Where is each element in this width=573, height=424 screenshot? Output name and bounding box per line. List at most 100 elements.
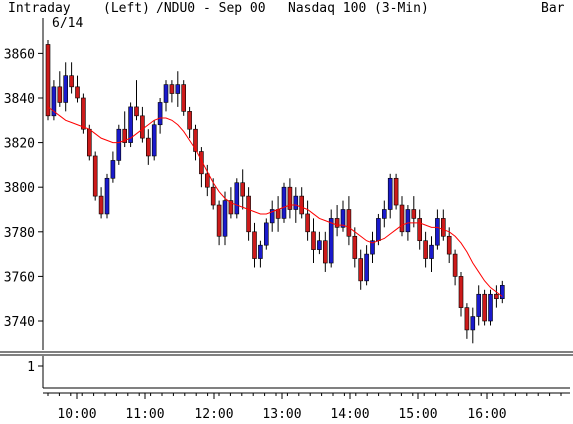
candle-down: [423, 240, 428, 259]
candle-down: [169, 84, 175, 94]
time-tick-label: 14:00: [330, 407, 369, 422]
candle-down: [45, 44, 51, 117]
candle-down: [322, 240, 328, 264]
candle-down: [57, 86, 63, 103]
candle-down: [187, 111, 192, 130]
candle-down: [69, 75, 74, 88]
header-mode: Intraday: [8, 1, 71, 16]
candle-up: [151, 124, 157, 157]
candle-up: [429, 244, 434, 259]
candle-down: [417, 218, 423, 242]
price-tick-label: 3860: [4, 47, 35, 62]
candle-down: [464, 307, 470, 331]
candle-down: [334, 218, 340, 228]
candle-up: [405, 209, 411, 233]
candle-up: [364, 253, 369, 282]
candle-down: [140, 115, 145, 139]
price-tick-label: 3840: [4, 92, 35, 107]
candle-up: [317, 240, 322, 250]
candle-down: [193, 128, 198, 152]
header-date: 6/14: [52, 16, 84, 31]
candle-down: [81, 97, 86, 130]
candle-down: [216, 204, 222, 237]
time-tick-label: 10:00: [57, 407, 96, 422]
price-tick-label: 3760: [4, 270, 35, 285]
candle-down: [393, 177, 399, 206]
candles-layer: [45, 40, 505, 344]
candle-down: [299, 195, 305, 215]
candle-up: [110, 160, 116, 179]
candle-up: [222, 200, 228, 237]
header-name: Nasdaq 100: [288, 1, 367, 16]
candle-up: [258, 244, 263, 259]
candle-down: [305, 213, 310, 233]
candle-down: [122, 128, 127, 143]
candle-down: [494, 293, 499, 300]
candle-up: [499, 285, 505, 300]
candle-down: [134, 106, 139, 117]
candle-up: [234, 182, 240, 215]
candle-down: [440, 218, 446, 237]
candle-up: [281, 186, 287, 219]
candle-down: [399, 204, 405, 233]
candle-down: [205, 173, 210, 188]
candle-down: [482, 293, 487, 322]
candle-down: [287, 186, 293, 210]
candle-down: [228, 200, 234, 215]
candle-up: [488, 293, 493, 322]
price-tick-label: 3800: [4, 181, 35, 196]
header-axis-side: (Left): [103, 1, 150, 16]
candle-down: [210, 186, 216, 206]
candle-up: [470, 316, 476, 331]
candle-up: [387, 177, 393, 210]
candle-down: [346, 209, 352, 237]
candle-down: [311, 231, 316, 250]
candle-up: [435, 218, 440, 246]
candle-up: [175, 84, 181, 94]
header-symbol: /NDU0 - Sep 00: [156, 1, 266, 16]
candle-up: [269, 209, 275, 224]
candle-up: [340, 209, 346, 228]
time-tick-label: 16:00: [467, 407, 506, 422]
candle-down: [92, 155, 98, 197]
candle-up: [328, 218, 334, 264]
price-tick-label: 3740: [4, 315, 35, 330]
candle-up: [163, 84, 169, 103]
time-tick-label: 12:00: [194, 407, 233, 422]
candle-down: [252, 231, 257, 259]
candle-up: [51, 86, 57, 117]
candle-down: [75, 86, 80, 99]
candle-down: [411, 209, 417, 219]
candle-down: [458, 276, 464, 308]
candle-up: [157, 102, 163, 126]
candle-down: [181, 84, 186, 112]
candle-up: [293, 195, 299, 210]
time-axis: 10:00 11:00 12:00 13:00 14:00 15:00 16:00: [43, 392, 570, 422]
time-tick-label: 13:00: [262, 407, 301, 422]
candle-up: [116, 128, 122, 161]
chart-frame: [0, 18, 573, 356]
candle-down: [275, 209, 281, 219]
candle-up: [263, 222, 269, 246]
time-tick-label: 15:00: [398, 407, 437, 422]
candle-down: [240, 182, 245, 197]
time-tick-label: 11:00: [125, 407, 164, 422]
candle-up: [376, 218, 381, 242]
price-tick-label: 3780: [4, 226, 35, 241]
candle-up: [476, 293, 482, 317]
candle-down: [352, 235, 358, 259]
volume-panel: 1: [27, 356, 570, 389]
header-chart-style: Bar: [541, 1, 565, 16]
price-axis: 3740 3760 3780 3800 3820 3840 3860: [4, 47, 43, 330]
candle-down: [452, 253, 458, 277]
candle-down: [87, 128, 92, 157]
header-interval: (3-Min): [374, 1, 429, 16]
volume-tick-label: 1: [27, 360, 35, 375]
candle-down: [358, 258, 364, 282]
candle-up: [370, 240, 375, 255]
candle-down: [246, 195, 251, 233]
candle-up: [128, 106, 133, 143]
candle-down: [199, 151, 204, 175]
price-tick-label: 3820: [4, 137, 35, 152]
